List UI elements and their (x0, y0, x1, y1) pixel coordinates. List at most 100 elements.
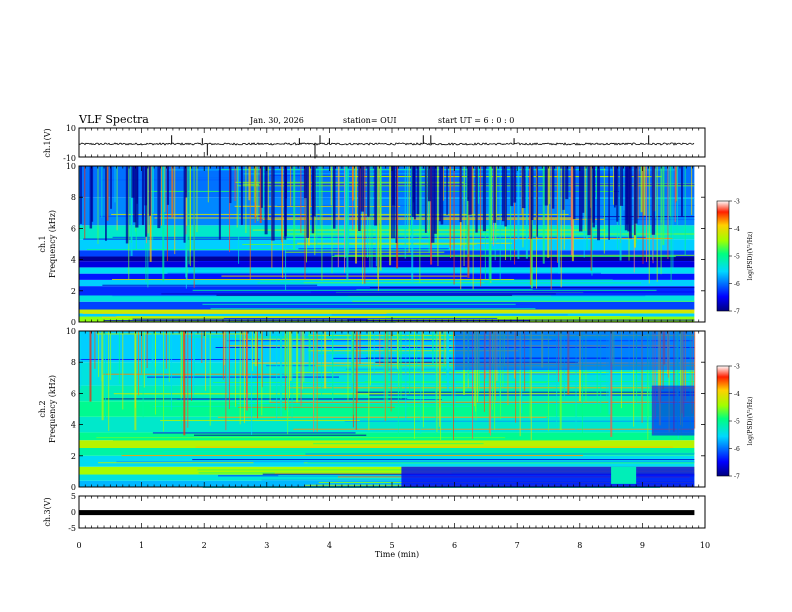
spectrogram-dark-streak (475, 166, 478, 233)
colorbar-tick-label: -3 (734, 199, 740, 206)
spectrogram-tone (219, 299, 393, 301)
spectrogram-dark-streak (633, 166, 636, 236)
spectrogram-streak (420, 331, 422, 434)
spectrogram-streak (443, 331, 445, 371)
colorbar-ch1: -3 -4 -5 -6 -7 log(PSD)(V²/Hz) (716, 199, 754, 316)
spectrogram-streak (672, 166, 674, 270)
spectrogram-streak (101, 331, 104, 421)
spectrogram-streak (316, 166, 318, 246)
spectrogram-dark-streak (303, 166, 307, 199)
spectrogram-tone (242, 243, 477, 245)
spectrogram-dark-streak (135, 166, 139, 228)
spectrogram-streak (314, 331, 316, 403)
spectrogram-streak (368, 331, 370, 431)
spectrogram-dark-streak (627, 166, 631, 232)
spectrogram-dark-streak (582, 166, 585, 213)
spectrogram-streak (355, 166, 358, 264)
spectrogram-streak (681, 331, 683, 414)
spectrogram-streak (321, 166, 323, 281)
spectrogram-streak (680, 331, 682, 425)
spectrogram-dark-streak (468, 166, 472, 215)
spectrogram-band (79, 301, 695, 310)
spectrogram-streak (257, 166, 259, 222)
spectrogram-streak (239, 331, 241, 425)
spectrogram-high-patch (454, 331, 695, 370)
time-tick-label: 8 (577, 541, 582, 550)
spectrogram-streak (575, 331, 577, 431)
spectrogram-streak (432, 331, 434, 365)
spectrogram-band (79, 474, 695, 481)
spectrogram-ytick-label: 8 (71, 193, 76, 202)
spectrogram-streak (308, 331, 311, 371)
spectrogram-streak (603, 166, 605, 254)
spectrogram-tone (167, 272, 601, 274)
spectrogram-dark-streak (501, 166, 505, 222)
spectrogram-streak (422, 331, 424, 428)
spectrogram-streak (161, 166, 163, 226)
spectrogram-tone (103, 398, 408, 400)
spectrogram-streak (669, 166, 671, 217)
spectrogram-tone (257, 282, 642, 284)
spectrogram-streak (362, 166, 364, 285)
spectrogram-dark-streak (110, 166, 112, 209)
spectrogram-streak (655, 166, 657, 218)
spectrogram-streak (174, 166, 176, 255)
spectrogram-dark-streak (433, 166, 437, 234)
spectrogram-streak (444, 331, 446, 365)
spectrogram-streak (189, 166, 191, 252)
spectrogram-streak (188, 166, 190, 265)
spectrogram-streak (648, 166, 650, 284)
time-tick-label: 5 (389, 541, 394, 550)
spectrogram-tone (86, 249, 519, 251)
spectrogram-streak (637, 166, 639, 219)
spectrogram-band (79, 480, 695, 487)
spectrogram-dark-streak (391, 166, 393, 239)
colorbar-ch2-ticks: -3 -4 -5 -6 -7 (729, 364, 740, 481)
spectrogram-streak (407, 166, 409, 230)
spectrogram-tone (308, 350, 519, 352)
spectrogram-dark-streak (467, 166, 470, 201)
spectrogram-streak (595, 166, 597, 199)
spectrogram-streak (488, 166, 490, 286)
spectrogram-dark-streak (264, 166, 268, 235)
spectrogram-ytick-label: 2 (71, 452, 76, 461)
colorbar-tick-label: -4 (734, 391, 740, 398)
spectrogram-streak (387, 331, 389, 404)
spectrogram-streak (267, 166, 269, 219)
spectrogram-dark-streak (614, 166, 616, 208)
spectrogram-tone (217, 416, 547, 418)
spectrogram-ytick-label: 6 (71, 224, 76, 233)
waveform-ch1-spikes (171, 135, 650, 159)
spectrogram-streak (257, 331, 259, 419)
spectrogram-streak (397, 331, 399, 437)
spectrogram-band (79, 256, 695, 262)
spectrogram-streak (84, 166, 86, 239)
waveform-ch3-trace (79, 510, 695, 516)
spectrogram-tone (112, 236, 646, 238)
spectrogram-streak (106, 166, 109, 221)
spectrogram-streak (280, 331, 282, 404)
spectrogram-band (79, 309, 695, 314)
spectrogram-streak (467, 166, 470, 278)
spectrogram-tone (198, 261, 691, 263)
spectrogram-dark-streak (565, 166, 569, 200)
ch2-frequency-ylabel: Frequency (kHz) (48, 375, 57, 443)
ch1-ytick-bottom: -10 (63, 154, 76, 163)
spectrogram-streak (201, 331, 203, 363)
spectrogram-streak (633, 331, 635, 427)
spectrogram-streak (315, 331, 317, 366)
spectrogram-tone (221, 275, 468, 277)
spectrogram-streak (114, 166, 116, 203)
spectrogram-streak (248, 166, 251, 201)
spectrogram-dark-streak (592, 166, 595, 228)
spectrogram-streak (608, 331, 611, 415)
spectrogram-band (79, 295, 695, 302)
spectrogram-streak (557, 166, 560, 274)
spectrogram-ch1-yticks: 0 2 4 6 8 10 (66, 162, 705, 327)
spectrogram-streak (467, 166, 469, 255)
spectrogram-streak (689, 331, 691, 436)
spectrogram-tone (121, 455, 583, 457)
spectrogram-streak (619, 166, 622, 261)
start-ut-label: start UT = 6 : 0 : 0 (438, 116, 514, 125)
spectrogram-streak (411, 166, 414, 283)
